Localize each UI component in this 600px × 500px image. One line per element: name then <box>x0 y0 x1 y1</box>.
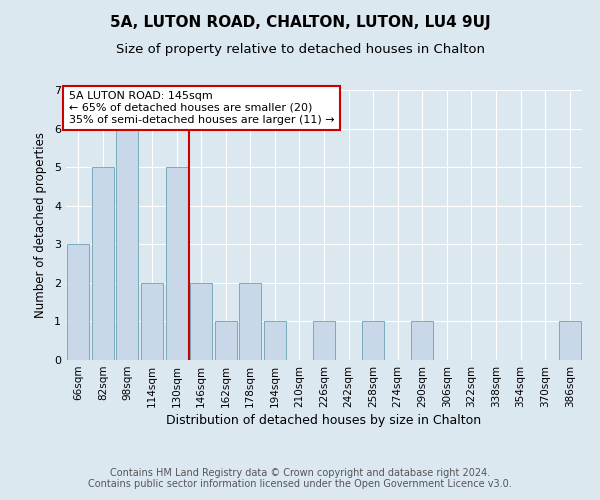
Text: Contains HM Land Registry data © Crown copyright and database right 2024.: Contains HM Land Registry data © Crown c… <box>110 468 490 477</box>
Bar <box>116 128 139 360</box>
Text: Contains public sector information licensed under the Open Government Licence v3: Contains public sector information licen… <box>88 479 512 489</box>
Bar <box>92 167 114 360</box>
Bar <box>166 167 188 360</box>
Bar <box>313 322 335 360</box>
Text: 5A, LUTON ROAD, CHALTON, LUTON, LU4 9UJ: 5A, LUTON ROAD, CHALTON, LUTON, LU4 9UJ <box>110 15 490 30</box>
Bar <box>559 322 581 360</box>
Bar <box>141 283 163 360</box>
Bar <box>239 283 262 360</box>
Bar <box>190 283 212 360</box>
Y-axis label: Number of detached properties: Number of detached properties <box>34 132 47 318</box>
Bar <box>362 322 384 360</box>
Bar <box>215 322 237 360</box>
Bar <box>411 322 433 360</box>
Text: 5A LUTON ROAD: 145sqm
← 65% of detached houses are smaller (20)
35% of semi-deta: 5A LUTON ROAD: 145sqm ← 65% of detached … <box>68 92 334 124</box>
X-axis label: Distribution of detached houses by size in Chalton: Distribution of detached houses by size … <box>166 414 482 427</box>
Bar <box>264 322 286 360</box>
Text: Size of property relative to detached houses in Chalton: Size of property relative to detached ho… <box>115 42 485 56</box>
Bar <box>67 244 89 360</box>
